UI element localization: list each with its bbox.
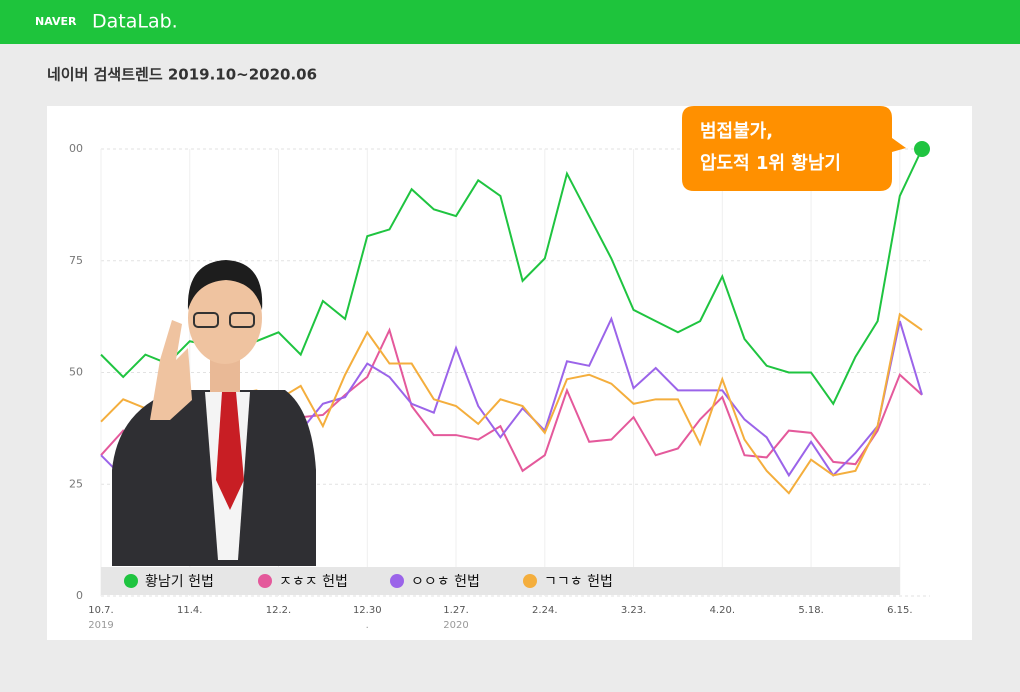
glasses (193, 312, 219, 328)
x-tick-label: 1.27. (443, 605, 468, 616)
legend-label: ㅈㅎㅈ 헌법 (279, 574, 348, 590)
legend-label: 황남기 헌법 (145, 574, 214, 590)
y-tick-label: 75 (69, 254, 83, 267)
end-point (914, 141, 930, 157)
x-tick-label: 6.15. (887, 605, 912, 616)
y-tick-label: 25 (69, 477, 83, 490)
x-sublabel: . (366, 620, 369, 631)
header-bar (0, 0, 1020, 44)
callout-text: 범접불가, (700, 121, 773, 142)
legend-bar (101, 567, 900, 595)
x-tick-label: 5.18. (798, 605, 823, 616)
x-tick-label: 4.20. (710, 605, 735, 616)
x-tick-label: 10.7. (88, 605, 113, 616)
x-tick-label: 2.24. (532, 605, 557, 616)
person-photo (112, 260, 316, 566)
x-sublabel: 2019 (88, 620, 113, 631)
legend-swatch (390, 574, 404, 588)
brand: NAVER (35, 15, 77, 28)
y-tick-label: 50 (69, 366, 83, 379)
x-tick-label: 3.23. (621, 605, 646, 616)
face (188, 272, 262, 364)
legend-label: ㄱㄱㅎ 헌법 (544, 574, 613, 590)
callout (682, 106, 906, 191)
x-tick-label: 12.2. (266, 605, 291, 616)
legend-swatch (258, 574, 272, 588)
legend-swatch (124, 574, 138, 588)
x-sublabel: 2020 (443, 620, 468, 631)
y-tick-label: 0 (76, 589, 83, 602)
callout-text: 압도적 1위 황남기 (700, 153, 841, 174)
legend: 황남기 헌법 ㅈㅎㅈ 헌법 ㅇㅇㅎ 헌법 ㄱㄱㅎ 헌법 (124, 574, 613, 590)
x-tick-label: 12.30 (353, 605, 382, 616)
chart-title: 네이버 검색트렌드 2019.10~2020.06 (47, 66, 317, 84)
tie (216, 392, 244, 510)
legend-swatch (523, 574, 537, 588)
legend-label: ㅇㅇㅎ 헌법 (411, 574, 480, 590)
hand (150, 320, 192, 420)
x-tick-label: 11.4. (177, 605, 202, 616)
product: DataLab. (92, 11, 178, 33)
y-tick-label: 00 (69, 142, 83, 155)
glasses (229, 312, 255, 328)
hair (187, 260, 263, 310)
